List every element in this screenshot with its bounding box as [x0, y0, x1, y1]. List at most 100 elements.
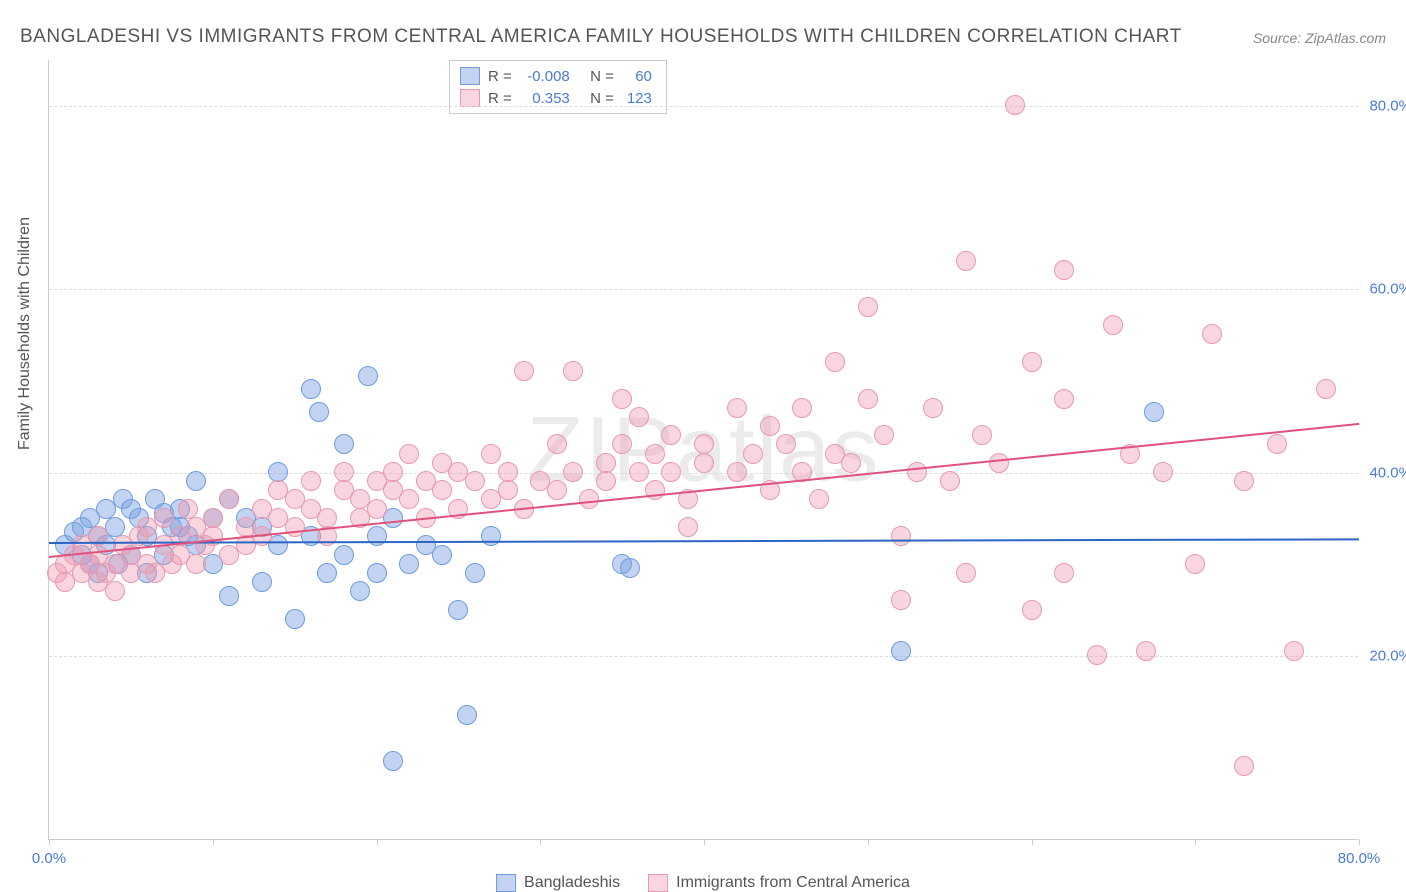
- data-point: [334, 434, 354, 454]
- data-point: [1234, 471, 1254, 491]
- legend-n-label: N =: [582, 68, 614, 85]
- data-point: [1022, 600, 1042, 620]
- data-point: [620, 558, 640, 578]
- data-point: [612, 434, 632, 454]
- data-point: [186, 554, 206, 574]
- stats-legend-row: R = -0.008 N = 60: [460, 65, 656, 87]
- data-point: [874, 425, 894, 445]
- series-legend-item: Immigrants from Central America: [648, 874, 910, 892]
- data-point: [178, 499, 198, 519]
- data-point: [383, 462, 403, 482]
- data-point: [309, 402, 329, 422]
- data-point: [661, 462, 681, 482]
- data-point: [563, 462, 583, 482]
- data-point: [203, 508, 223, 528]
- data-point: [858, 297, 878, 317]
- data-point: [465, 563, 485, 583]
- series-legend-label: Bangladeshis: [524, 874, 620, 892]
- legend-swatch: [460, 67, 480, 85]
- data-point: [1005, 95, 1025, 115]
- legend-n-label: N =: [582, 90, 614, 107]
- source-credit: Source: ZipAtlas.com: [1253, 30, 1386, 46]
- legend-r-value: 0.353: [520, 90, 574, 107]
- data-point: [891, 641, 911, 661]
- data-point: [940, 471, 960, 491]
- data-point: [1136, 641, 1156, 661]
- data-point: [317, 563, 337, 583]
- data-point: [268, 462, 288, 482]
- y-tick-label: 40.0%: [1369, 464, 1406, 481]
- data-point: [694, 434, 714, 454]
- data-point: [481, 444, 501, 464]
- data-point: [1022, 352, 1042, 372]
- data-point: [154, 508, 174, 528]
- data-point: [219, 586, 239, 606]
- data-point: [809, 489, 829, 509]
- data-point: [841, 453, 861, 473]
- legend-swatch: [496, 874, 516, 892]
- data-point: [760, 416, 780, 436]
- legend-n-value: 123: [622, 90, 656, 107]
- data-point: [498, 480, 518, 500]
- x-tick: [49, 839, 50, 845]
- data-point: [1284, 641, 1304, 661]
- x-tick: [377, 839, 378, 845]
- data-point: [301, 471, 321, 491]
- data-point: [727, 398, 747, 418]
- data-point: [956, 251, 976, 271]
- data-point: [891, 526, 911, 546]
- data-point: [1153, 462, 1173, 482]
- x-tick: [868, 839, 869, 845]
- data-point: [1267, 434, 1287, 454]
- y-tick-label: 60.0%: [1369, 281, 1406, 298]
- x-tick: [1195, 839, 1196, 845]
- data-point: [432, 545, 452, 565]
- x-tick: [1359, 839, 1360, 845]
- legend-swatch: [460, 89, 480, 107]
- data-point: [105, 581, 125, 601]
- x-tick-label: 80.0%: [1338, 850, 1381, 867]
- data-point: [792, 398, 812, 418]
- data-point: [285, 609, 305, 629]
- gridline: [49, 289, 1358, 290]
- data-point: [1087, 645, 1107, 665]
- data-point: [358, 366, 378, 386]
- plot-area: ZIPatlas R =-0.008 N =60R =0.353 N =123 …: [48, 60, 1358, 840]
- data-point: [776, 434, 796, 454]
- y-tick-label: 80.0%: [1369, 97, 1406, 114]
- legend-r-label: R =: [488, 68, 512, 85]
- data-point: [1316, 379, 1336, 399]
- data-point: [743, 444, 763, 464]
- legend-r-value: -0.008: [520, 68, 574, 85]
- series-legend-item: Bangladeshis: [496, 874, 620, 892]
- x-tick: [704, 839, 705, 845]
- data-point: [219, 489, 239, 509]
- data-point: [367, 526, 387, 546]
- y-tick-label: 20.0%: [1369, 648, 1406, 665]
- chart-title: BANGLADESHI VS IMMIGRANTS FROM CENTRAL A…: [20, 26, 1182, 48]
- legend-r-label: R =: [488, 90, 512, 107]
- data-point: [727, 462, 747, 482]
- data-point: [367, 563, 387, 583]
- data-point: [563, 361, 583, 381]
- data-point: [186, 471, 206, 491]
- data-point: [596, 453, 616, 473]
- data-point: [498, 462, 518, 482]
- legend-n-value: 60: [622, 68, 656, 85]
- data-point: [465, 471, 485, 491]
- data-point: [1202, 324, 1222, 344]
- data-point: [972, 425, 992, 445]
- data-point: [252, 572, 272, 592]
- gridline: [49, 106, 1358, 107]
- data-point: [367, 499, 387, 519]
- data-point: [547, 434, 567, 454]
- data-point: [629, 462, 649, 482]
- data-point: [334, 545, 354, 565]
- data-point: [645, 444, 665, 464]
- data-point: [1103, 315, 1123, 335]
- data-point: [956, 563, 976, 583]
- x-tick: [213, 839, 214, 845]
- data-point: [432, 480, 452, 500]
- data-point: [1234, 756, 1254, 776]
- data-point: [1054, 563, 1074, 583]
